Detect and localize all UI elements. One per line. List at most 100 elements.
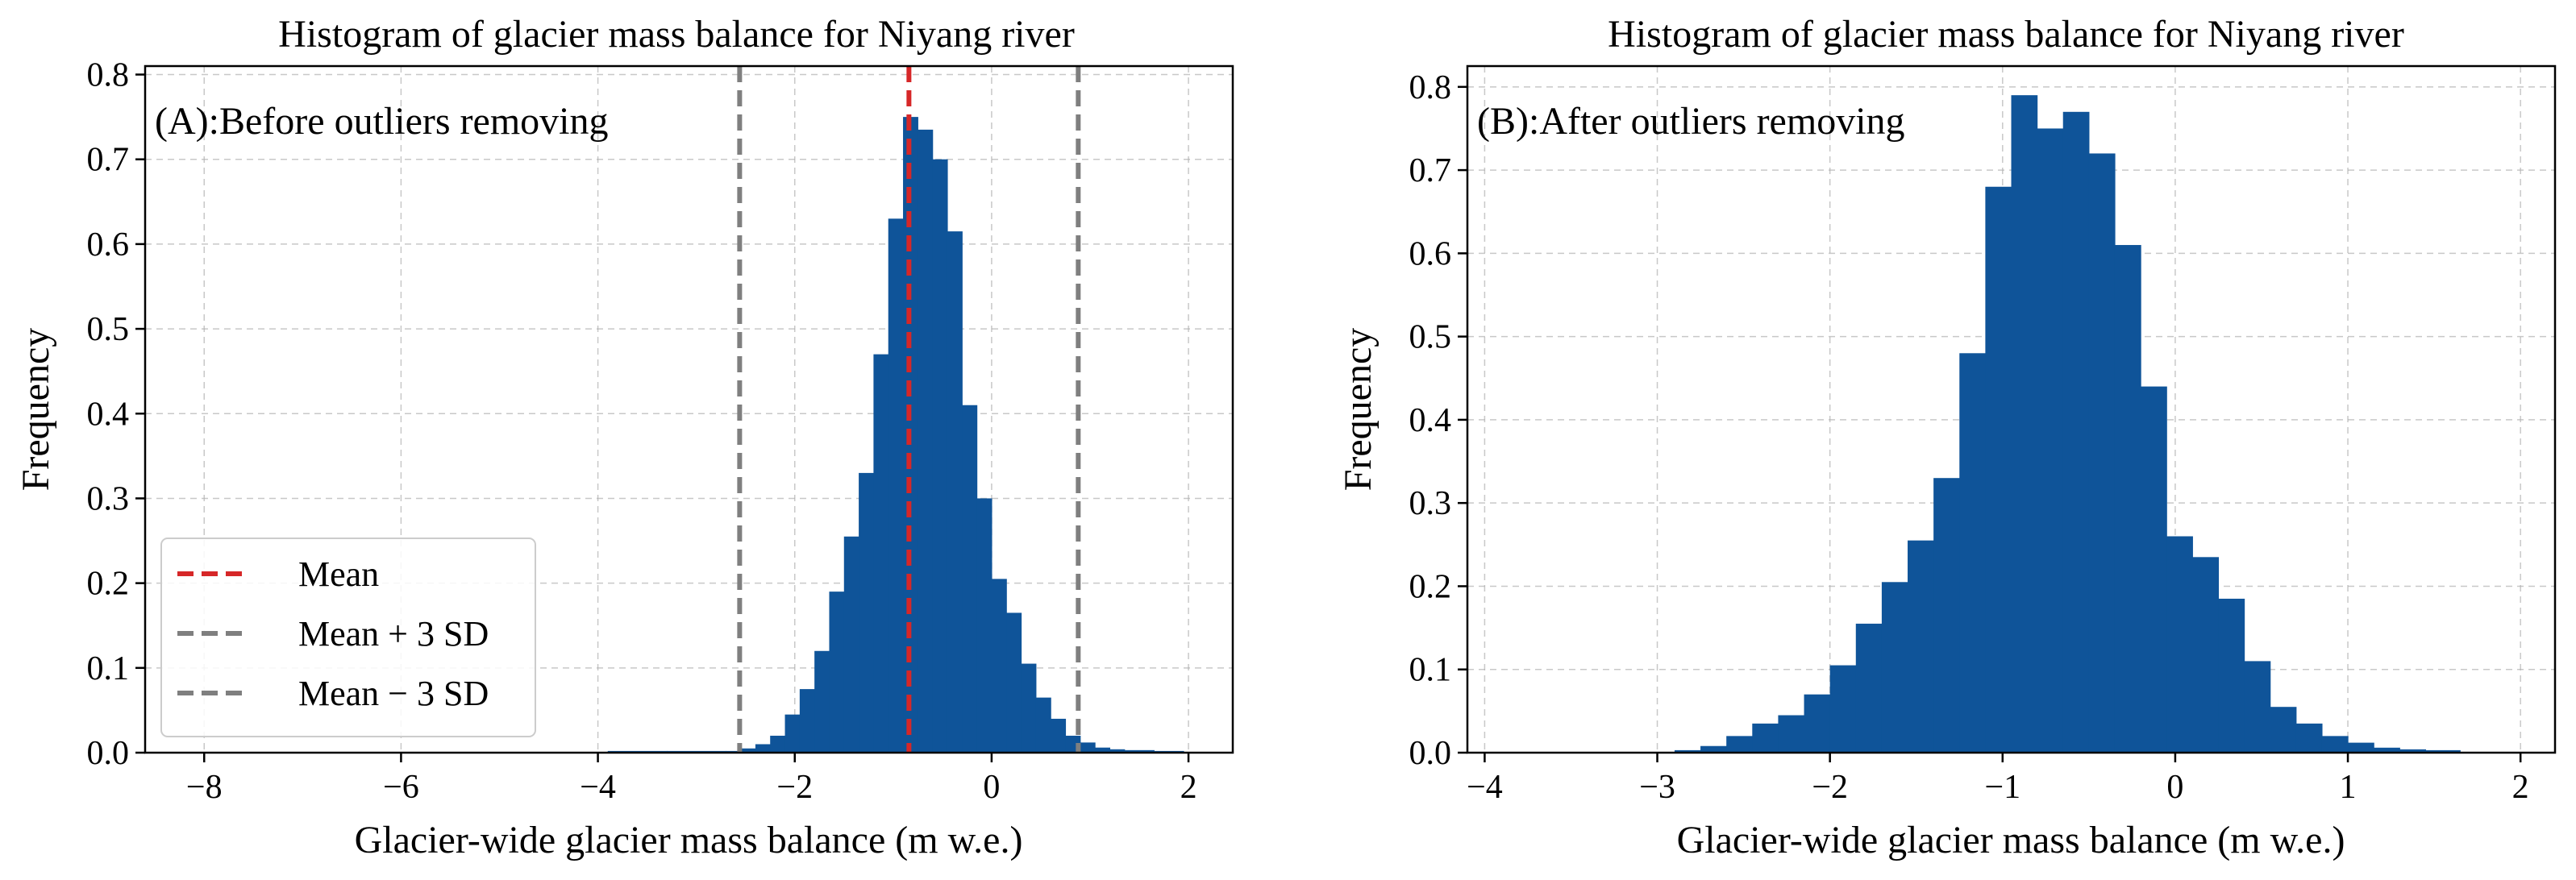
histogram-bar: [2166, 536, 2193, 753]
histogram-bar: [1095, 747, 1110, 753]
histogram-bar: [859, 472, 875, 753]
x-tick-label: −2: [776, 769, 813, 806]
panel-a-axes-frame: [144, 64, 1234, 754]
panel-a-reference-lines: [737, 66, 1081, 753]
y-tick-label: 0.1: [1409, 652, 1452, 689]
panel-b-x-axis-label: Glacier-wide glacier mass balance (m w.e…: [1677, 819, 2345, 861]
histogram-bar: [2321, 736, 2349, 753]
histogram-bar: [2244, 661, 2271, 753]
histogram-bar: [2011, 95, 2038, 753]
x-tick-label: 2: [2512, 769, 2529, 806]
histogram-bar: [976, 498, 993, 753]
x-tick-label: −4: [1467, 769, 1503, 806]
y-tick-label: 0.2: [1409, 568, 1452, 605]
histogram-bar: [888, 218, 904, 753]
legend-box: [160, 538, 536, 737]
panel-b-y-axis-label: Frequency: [1337, 328, 1380, 492]
panel-a-x-axis-label: Glacier-wide glacier mass balance (m w.e…: [355, 819, 1023, 861]
panel-b-label: (B):After outliers removing: [1477, 100, 1905, 143]
y-tick-label: 0.6: [87, 226, 130, 264]
y-tick-label: 0.1: [87, 650, 130, 687]
panel-a-y-axis-label: Frequency: [15, 328, 57, 492]
histogram-bar: [1051, 718, 1067, 753]
histogram-bar: [2295, 723, 2323, 753]
histogram-bar: [1829, 665, 1857, 753]
histogram-bar: [2399, 749, 2427, 753]
panel-b-y-ticks: 0.0 0.1 0.2 0.3 0.4 0.5 0.6 0.7 0.8: [1409, 69, 1467, 772]
histogram-bar: [932, 159, 948, 753]
panel-a-title: Histogram of glacier mass balance for Ni…: [278, 13, 1075, 56]
panel-b-title: Histogram of glacier mass balance for Ni…: [1608, 13, 2404, 56]
histogram-bar: [2088, 153, 2116, 753]
histogram-bar: [873, 354, 889, 753]
y-tick-label: 0.7: [1409, 152, 1452, 189]
histogram-bar: [799, 689, 815, 753]
y-tick-label: 0.4: [1409, 402, 1452, 439]
histogram-bar: [1881, 582, 1908, 753]
y-tick-label: 0.2: [87, 566, 130, 603]
histogram-bar: [755, 744, 771, 753]
histogram-bar: [1959, 353, 1986, 753]
panel-a-legend: Mean Mean + 3 SD Mean − 3 SD: [160, 538, 536, 737]
histogram-bar: [1109, 749, 1126, 753]
x-tick-label: 2: [1180, 769, 1197, 806]
y-tick-label: 0.3: [1409, 485, 1452, 522]
legend-mean-minus-3sd-label: Mean − 3 SD: [298, 674, 489, 713]
histogram-bar: [1804, 694, 1831, 753]
x-tick-label: −6: [383, 769, 419, 806]
y-tick-label: 0.5: [1409, 319, 1452, 356]
histogram-bar: [829, 592, 845, 753]
histogram-bar: [740, 748, 756, 753]
histogram-bar: [784, 714, 801, 753]
x-tick-label: −8: [186, 769, 223, 806]
histogram-bar: [2062, 111, 2090, 753]
x-tick-label: 0: [2166, 769, 2183, 806]
panel-a-y-ticks: 0.0 0.1 0.2 0.3 0.4 0.5 0.6 0.7 0.8: [87, 57, 145, 772]
y-tick-label: 0.4: [87, 396, 130, 433]
histogram-bar: [2270, 707, 2297, 753]
histogram-bar: [770, 735, 786, 753]
histogram-bar: [1124, 749, 1155, 753]
histogram-bar: [1021, 663, 1037, 753]
histogram-bar: [1080, 742, 1096, 753]
x-tick-label: 0: [983, 769, 1000, 806]
histogram-bar: [1700, 745, 1727, 753]
legend-mean-plus-3sd-label: Mean + 3 SD: [298, 614, 489, 654]
panel-b-axes-frame: [1466, 64, 2557, 754]
panel-b-bars: [1674, 95, 2461, 753]
y-tick-label: 0.8: [87, 57, 130, 94]
y-tick-label: 0.3: [87, 480, 130, 517]
histogram-bar: [2192, 557, 2220, 753]
y-tick-label: 0.0: [1409, 735, 1452, 772]
histogram-bar: [962, 405, 978, 753]
histogram-bar: [1674, 749, 1701, 753]
histogram-bar: [1752, 723, 1779, 753]
histogram-bar: [2037, 128, 2064, 753]
histogram-bar: [1035, 697, 1051, 753]
histogram-bar: [2114, 245, 2141, 753]
x-tick-label: −4: [580, 769, 616, 806]
histogram-bar: [1006, 612, 1022, 753]
y-tick-label: 0.6: [1409, 235, 1452, 272]
x-tick-label: −2: [1812, 769, 1848, 806]
histogram-bar: [991, 579, 1007, 753]
x-tick-label: 1: [2340, 769, 2357, 806]
histogram-bar: [1855, 623, 1883, 753]
x-tick-label: −1: [1984, 769, 2020, 806]
x-tick-label: −3: [1639, 769, 1675, 806]
panel-b-x-ticks: −4 −3 −2 −1 0 1 2: [1467, 753, 2529, 806]
histogram-bar: [918, 129, 934, 753]
histogram-bar: [2425, 749, 2461, 753]
histogram-bar: [2218, 598, 2245, 753]
legend-mean-label: Mean: [298, 554, 379, 594]
histogram-bar: [2374, 747, 2400, 753]
y-tick-label: 0.8: [1409, 69, 1452, 106]
histogram-bar: [1933, 478, 1960, 753]
y-tick-label: 0.5: [87, 311, 130, 348]
histogram-bar: [1778, 715, 1805, 753]
y-tick-label: 0.7: [87, 142, 130, 179]
panel-a-bars: [607, 117, 1184, 753]
histogram-bar: [1726, 736, 1753, 753]
histogram-bar: [843, 536, 859, 753]
